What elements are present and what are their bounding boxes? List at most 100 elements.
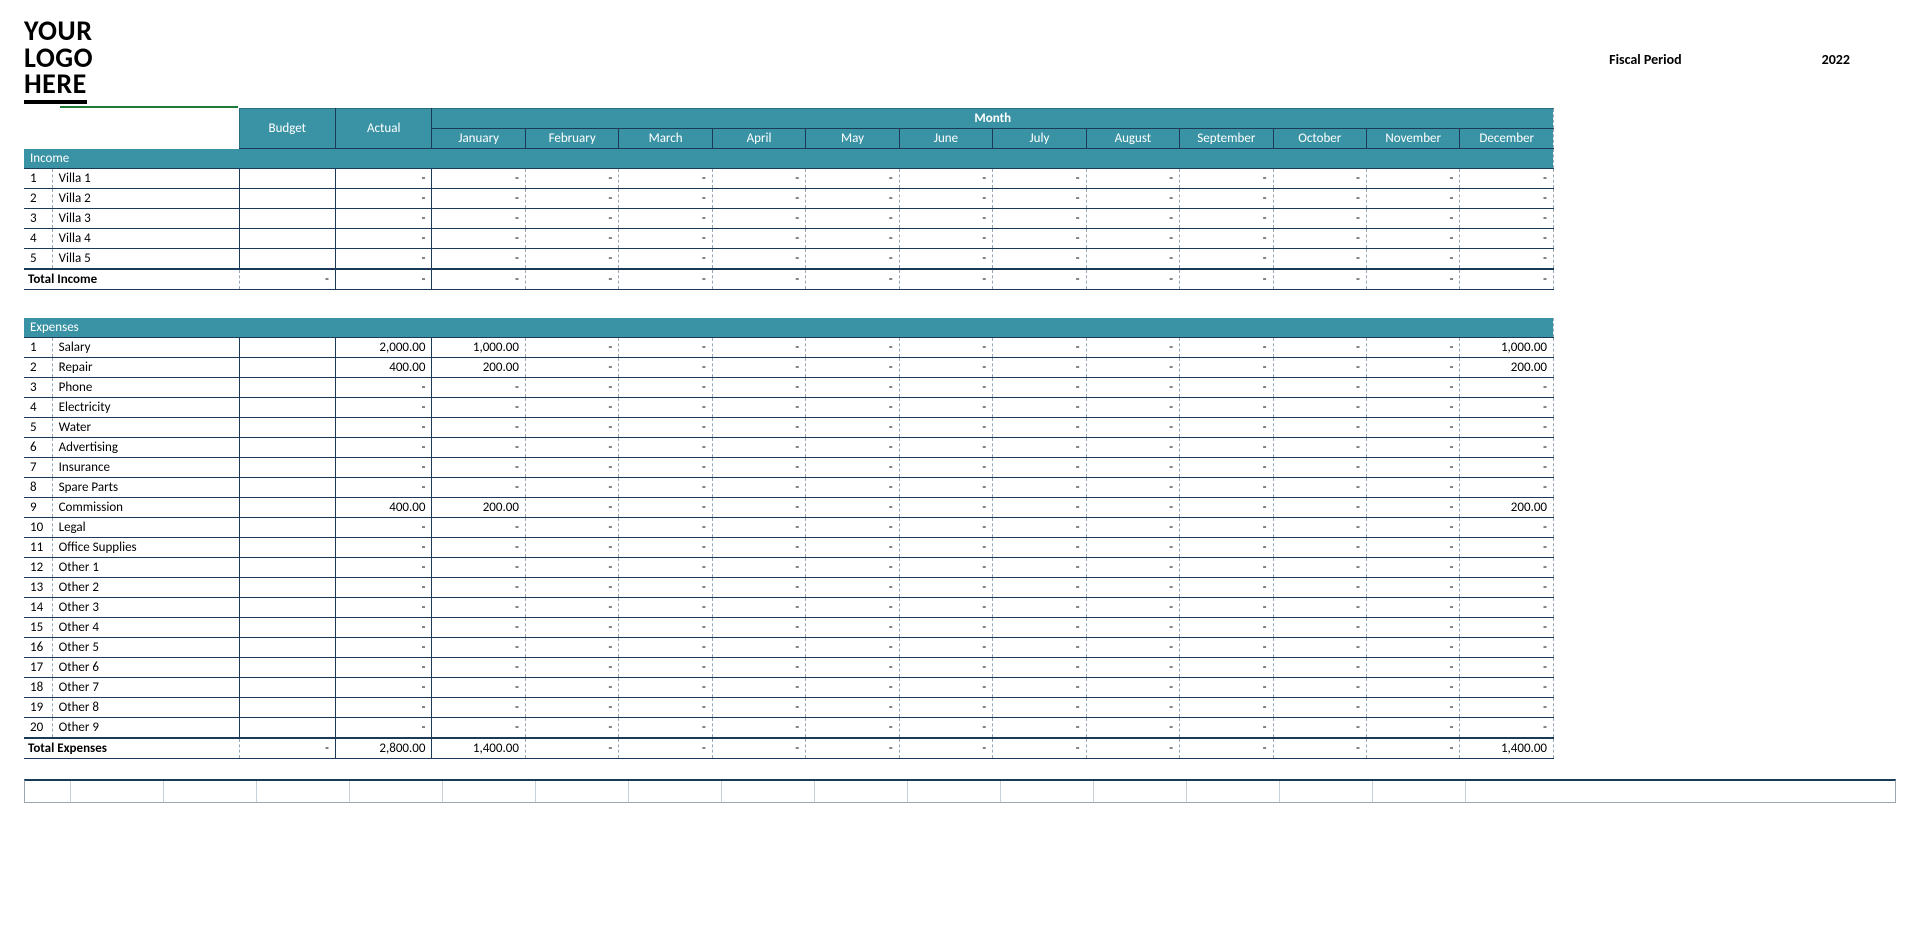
- cell-month[interactable]: -: [1086, 678, 1179, 698]
- cell-month[interactable]: -: [1086, 658, 1179, 678]
- cell-month[interactable]: -: [1460, 478, 1554, 498]
- cell-month[interactable]: -: [1086, 618, 1179, 638]
- cell-month[interactable]: -: [1460, 518, 1554, 538]
- cell-budget[interactable]: [239, 188, 335, 208]
- cell-month[interactable]: -: [1180, 378, 1273, 398]
- cell-month[interactable]: -: [993, 378, 1086, 398]
- cell-month[interactable]: -: [1180, 458, 1273, 478]
- col-month-january[interactable]: January: [432, 128, 525, 148]
- cell-month[interactable]: -: [1086, 538, 1179, 558]
- col-month-may[interactable]: May: [806, 128, 899, 148]
- cell-month[interactable]: -: [1460, 538, 1554, 558]
- table-row[interactable]: 3Phone-------------: [24, 378, 1554, 398]
- cell-month[interactable]: -: [1367, 208, 1460, 228]
- cell-month[interactable]: -: [712, 478, 805, 498]
- cell-month[interactable]: -: [1273, 478, 1366, 498]
- cell-month[interactable]: -: [525, 458, 618, 478]
- cell-month[interactable]: -: [619, 618, 712, 638]
- cell-month[interactable]: -: [712, 188, 805, 208]
- cell-month[interactable]: -: [432, 578, 525, 598]
- cell-actual[interactable]: -: [336, 438, 432, 458]
- cell-budget[interactable]: [239, 248, 335, 269]
- table-row[interactable]: 4Villa 4-------------: [24, 228, 1554, 248]
- cell-month[interactable]: -: [806, 678, 899, 698]
- cell-month[interactable]: -: [1460, 718, 1554, 739]
- cell-month[interactable]: -: [525, 598, 618, 618]
- cell-month[interactable]: -: [1367, 498, 1460, 518]
- cell-actual[interactable]: -: [336, 378, 432, 398]
- cell-month[interactable]: -: [432, 638, 525, 658]
- table-row[interactable]: 1Villa 1-------------: [24, 168, 1554, 188]
- cell-month[interactable]: -: [1086, 638, 1179, 658]
- cell-month[interactable]: -: [1086, 578, 1179, 598]
- cell-month[interactable]: -: [1180, 638, 1273, 658]
- cell-month[interactable]: -: [1273, 518, 1366, 538]
- cell-month[interactable]: -: [525, 438, 618, 458]
- cell-actual[interactable]: -: [336, 578, 432, 598]
- col-month-november[interactable]: November: [1367, 128, 1460, 148]
- cell-month[interactable]: -: [899, 338, 992, 358]
- cell-month[interactable]: -: [712, 248, 805, 269]
- cell-month[interactable]: -: [1367, 558, 1460, 578]
- cell-actual[interactable]: -: [336, 698, 432, 718]
- cell-month[interactable]: -: [993, 578, 1086, 598]
- cell-month[interactable]: -: [1273, 188, 1366, 208]
- table-row[interactable]: 16Other 5-------------: [24, 638, 1554, 658]
- cell-month[interactable]: -: [525, 378, 618, 398]
- cell-actual[interactable]: -: [336, 538, 432, 558]
- cell-month[interactable]: -: [993, 638, 1086, 658]
- cell-actual[interactable]: -: [336, 478, 432, 498]
- cell-month[interactable]: -: [1273, 438, 1366, 458]
- table-row[interactable]: 7Insurance-------------: [24, 458, 1554, 478]
- cell-month[interactable]: -: [712, 358, 805, 378]
- cell-month[interactable]: -: [993, 698, 1086, 718]
- cell-month[interactable]: -: [712, 618, 805, 638]
- cell-month[interactable]: -: [432, 208, 525, 228]
- cell-month[interactable]: -: [1273, 598, 1366, 618]
- cell-budget[interactable]: [239, 638, 335, 658]
- cell-month[interactable]: -: [806, 578, 899, 598]
- cell-month[interactable]: -: [899, 618, 992, 638]
- cell-month[interactable]: -: [899, 188, 992, 208]
- cell-month[interactable]: -: [432, 378, 525, 398]
- cell-month[interactable]: -: [432, 188, 525, 208]
- cell-month[interactable]: -: [432, 168, 525, 188]
- cell-month[interactable]: -: [712, 658, 805, 678]
- cell-month[interactable]: -: [619, 248, 712, 269]
- cell-month[interactable]: -: [1180, 188, 1273, 208]
- cell-actual[interactable]: -: [336, 228, 432, 248]
- col-month-december[interactable]: December: [1460, 128, 1554, 148]
- cell-month[interactable]: -: [806, 378, 899, 398]
- cell-month[interactable]: -: [525, 358, 618, 378]
- cell-actual[interactable]: -: [336, 168, 432, 188]
- cell-month[interactable]: -: [1086, 208, 1179, 228]
- cell-month[interactable]: -: [619, 378, 712, 398]
- cell-budget[interactable]: [239, 228, 335, 248]
- cell-month[interactable]: -: [525, 658, 618, 678]
- cell-month[interactable]: -: [1460, 658, 1554, 678]
- cell-month[interactable]: -: [1460, 228, 1554, 248]
- cell-month[interactable]: -: [1180, 578, 1273, 598]
- cell-budget[interactable]: [239, 458, 335, 478]
- cell-month[interactable]: -: [619, 438, 712, 458]
- cell-month[interactable]: -: [806, 168, 899, 188]
- cell-month[interactable]: -: [993, 398, 1086, 418]
- cell-month[interactable]: -: [1180, 418, 1273, 438]
- cell-month[interactable]: -: [1086, 228, 1179, 248]
- cell-month[interactable]: -: [1086, 418, 1179, 438]
- cell-month[interactable]: -: [993, 338, 1086, 358]
- cell-month[interactable]: -: [1367, 518, 1460, 538]
- cell-month[interactable]: -: [712, 418, 805, 438]
- cell-month[interactable]: -: [806, 248, 899, 269]
- cell-budget[interactable]: [239, 718, 335, 739]
- cell-actual[interactable]: -: [336, 658, 432, 678]
- cell-month[interactable]: -: [1367, 458, 1460, 478]
- col-month-july[interactable]: July: [993, 128, 1086, 148]
- cell-month[interactable]: -: [899, 228, 992, 248]
- cell-month[interactable]: -: [1367, 438, 1460, 458]
- cell-month[interactable]: -: [1367, 618, 1460, 638]
- cell-month[interactable]: -: [619, 558, 712, 578]
- cell-month[interactable]: -: [899, 718, 992, 739]
- cell-month[interactable]: -: [619, 168, 712, 188]
- cell-month[interactable]: -: [1180, 208, 1273, 228]
